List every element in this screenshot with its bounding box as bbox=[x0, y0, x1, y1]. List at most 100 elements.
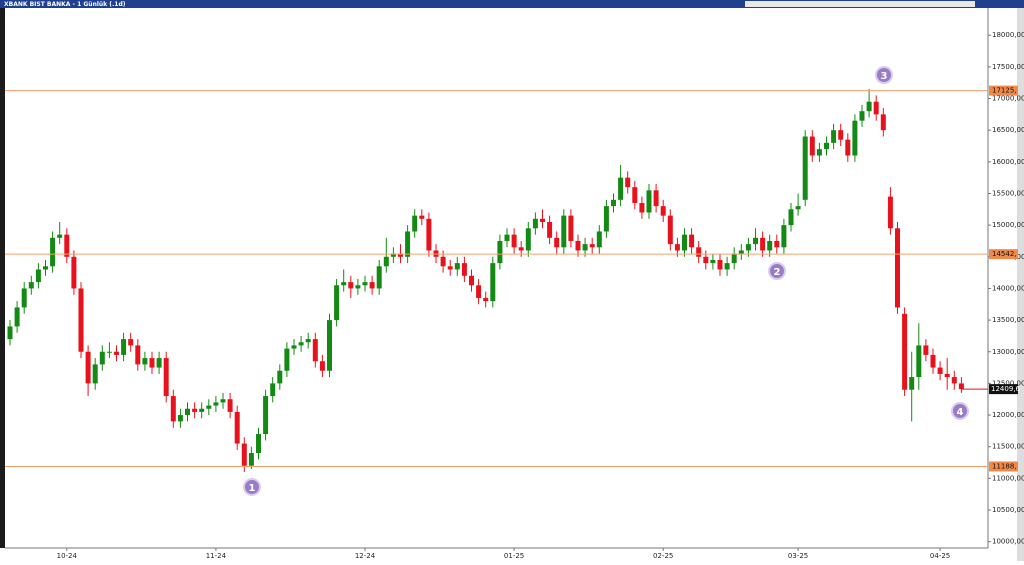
candle-body bbox=[256, 434, 261, 454]
level-label: 14542, bbox=[992, 250, 1017, 258]
left-strip bbox=[0, 8, 5, 548]
candle-body bbox=[731, 253, 737, 264]
candle-body bbox=[880, 114, 886, 131]
y-tick-label: 10500,00 bbox=[992, 506, 1024, 514]
candle-body bbox=[788, 209, 794, 226]
candle-body bbox=[781, 225, 787, 248]
candle-body bbox=[192, 408, 198, 412]
candle-body bbox=[383, 256, 389, 267]
candle-body bbox=[291, 345, 297, 349]
candle-body bbox=[220, 399, 226, 403]
candle-body bbox=[916, 345, 922, 378]
candle-body bbox=[454, 263, 460, 270]
candle-body bbox=[447, 266, 453, 270]
candle-body bbox=[760, 237, 766, 251]
candle-body bbox=[618, 177, 624, 200]
candle-body bbox=[724, 263, 730, 270]
x-tick-label: 03-25 bbox=[788, 552, 808, 560]
candle-body bbox=[589, 244, 595, 248]
candle-body bbox=[745, 244, 751, 251]
candle-body bbox=[426, 218, 432, 251]
candle-body bbox=[476, 285, 482, 298]
candle-body bbox=[703, 256, 709, 264]
candle-body bbox=[71, 256, 77, 289]
candle-body bbox=[831, 130, 837, 143]
toolbar[interactable] bbox=[745, 1, 975, 7]
candle-body bbox=[696, 247, 702, 257]
candle-body bbox=[43, 266, 48, 270]
x-tick-label: 10-24 bbox=[57, 552, 78, 560]
candle-body bbox=[114, 351, 119, 355]
y-tick-label: 15000,00 bbox=[992, 221, 1024, 229]
candle-body bbox=[795, 206, 801, 210]
candle-body bbox=[568, 215, 574, 241]
candle-body bbox=[852, 120, 858, 156]
candle-body bbox=[284, 348, 290, 371]
candle-body bbox=[263, 396, 269, 435]
candle-body bbox=[824, 142, 829, 150]
candle-body bbox=[334, 285, 340, 321]
candle-body bbox=[185, 408, 190, 416]
marker-label: 2 bbox=[774, 267, 781, 278]
candle-body bbox=[490, 263, 496, 302]
candle-body bbox=[78, 288, 84, 352]
candle-body bbox=[816, 149, 822, 156]
candle-body bbox=[469, 275, 474, 286]
candle-body bbox=[177, 415, 183, 422]
x-tick-label: 11-24 bbox=[206, 552, 227, 560]
candle-body bbox=[895, 228, 900, 308]
level-label: 17125, bbox=[992, 87, 1017, 95]
candle-body bbox=[774, 240, 780, 248]
candle-body bbox=[362, 282, 368, 286]
candle-body bbox=[902, 313, 908, 390]
candle-body bbox=[248, 453, 254, 466]
candle-body bbox=[433, 250, 439, 257]
y-tick-label: 14000,00 bbox=[992, 284, 1024, 292]
candle-body bbox=[412, 215, 418, 232]
candle-body bbox=[99, 351, 105, 365]
marker bbox=[951, 402, 969, 420]
candle-body bbox=[227, 399, 233, 412]
marker bbox=[243, 478, 261, 496]
candle-body bbox=[738, 250, 744, 254]
candle-body bbox=[234, 411, 240, 444]
candle-body bbox=[674, 244, 680, 251]
candle-body bbox=[582, 244, 588, 251]
candle-body bbox=[21, 288, 27, 308]
candle-body bbox=[390, 253, 396, 257]
y-tick-label: 12000,00 bbox=[992, 411, 1024, 419]
last-price-label: 12409,6 bbox=[991, 385, 1020, 393]
marker-label: 1 bbox=[249, 483, 256, 494]
candle-body bbox=[802, 136, 808, 200]
candle-body bbox=[767, 240, 773, 251]
level-label: 11188, bbox=[992, 462, 1017, 470]
candle-body bbox=[142, 358, 148, 365]
y-tick-label: 16500,00 bbox=[992, 126, 1024, 134]
candle-body bbox=[398, 253, 403, 257]
candle-body bbox=[327, 320, 332, 371]
candle-body bbox=[717, 259, 723, 270]
candle-body bbox=[547, 221, 553, 238]
candle-body bbox=[319, 361, 325, 371]
candle-body bbox=[518, 247, 524, 251]
candle-body bbox=[440, 256, 446, 267]
candle-body bbox=[561, 215, 567, 248]
candle-body bbox=[35, 269, 41, 283]
candle-body bbox=[689, 234, 695, 248]
y-tick-label: 17500,00 bbox=[992, 63, 1024, 71]
candle-body bbox=[809, 136, 815, 156]
scrollbar[interactable] bbox=[1017, 8, 1024, 561]
level-tag bbox=[989, 461, 1018, 472]
candle-body bbox=[341, 282, 347, 286]
y-tick-label: 11000,00 bbox=[992, 474, 1024, 482]
candle-body bbox=[504, 234, 510, 241]
candle-body bbox=[106, 351, 112, 353]
candle-body bbox=[873, 101, 879, 115]
candle-body bbox=[937, 367, 943, 374]
candle-body bbox=[298, 342, 304, 346]
candle-body bbox=[540, 218, 545, 222]
candle-body bbox=[930, 354, 936, 368]
candle-body bbox=[419, 215, 425, 219]
y-tick-label: 16000,00 bbox=[992, 158, 1024, 166]
